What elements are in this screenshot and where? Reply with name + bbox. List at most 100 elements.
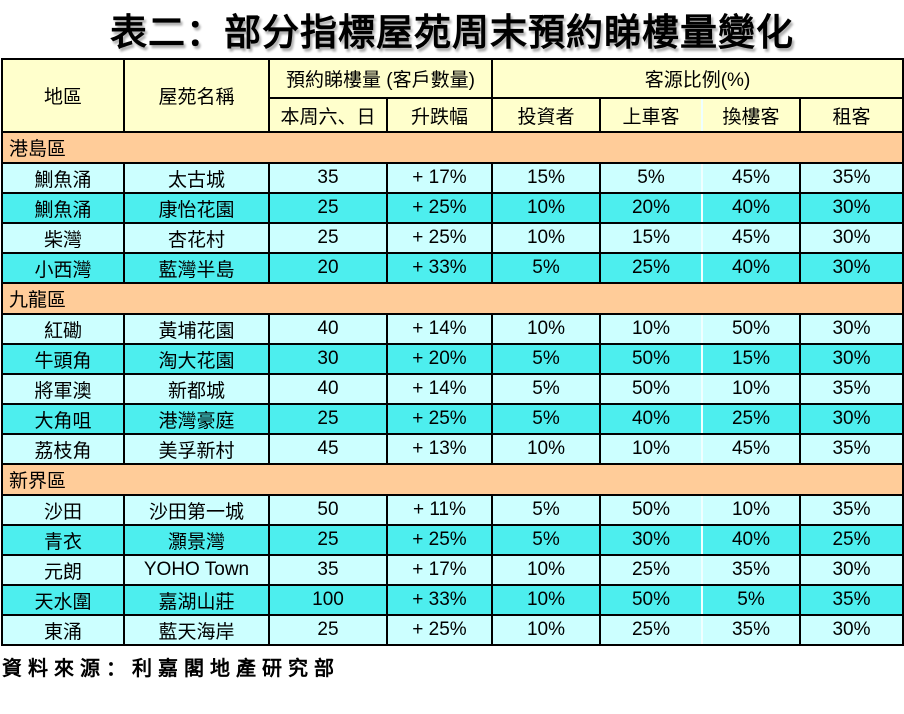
upgrader-cell: 10%	[701, 494, 801, 526]
upgrader-cell: 40%	[701, 524, 801, 556]
tenant-cell: 30%	[799, 554, 904, 586]
investor-cell: 5%	[491, 373, 601, 405]
section-row: 港島區	[1, 131, 904, 164]
investor-cell: 5%	[491, 494, 601, 526]
col-header-weekend-count: 本周六、日	[268, 97, 388, 133]
region-cell: 鰂魚涌	[1, 162, 125, 194]
region-cell: 將軍澳	[1, 373, 125, 405]
count-cell: 45	[268, 433, 388, 465]
first-time-buyer-cell: 25%	[599, 614, 703, 646]
count-cell: 30	[268, 343, 388, 375]
estate-cell: YOHO Town	[123, 554, 270, 586]
estate-cell: 太古城	[123, 162, 270, 194]
change-cell: + 14%	[386, 373, 493, 405]
upgrader-cell: 5%	[701, 584, 801, 616]
investor-cell: 10%	[491, 614, 601, 646]
investor-cell: 15%	[491, 162, 601, 194]
region-cell: 沙田	[1, 494, 125, 526]
change-cell: + 25%	[386, 192, 493, 224]
change-cell: + 11%	[386, 494, 493, 526]
region-cell: 大角咀	[1, 403, 125, 435]
first-time-buyer-cell: 10%	[599, 433, 703, 465]
tenant-cell: 30%	[799, 252, 904, 284]
region-cell: 青衣	[1, 524, 125, 556]
count-cell: 40	[268, 373, 388, 405]
estate-cell: 杏花村	[123, 222, 270, 254]
first-time-buyer-cell: 30%	[599, 524, 703, 556]
investor-cell: 10%	[491, 584, 601, 616]
tenant-cell: 30%	[799, 614, 904, 646]
tenant-cell: 35%	[799, 162, 904, 194]
tenant-cell: 30%	[799, 403, 904, 435]
table-row: 小西灣 藍灣半島 20 + 33% 5% 25% 40% 30%	[1, 252, 904, 284]
source-note: 資料來源：利嘉閣地產研究部	[2, 658, 340, 680]
investor-cell: 10%	[491, 313, 601, 345]
change-cell: + 17%	[386, 554, 493, 586]
change-cell: + 33%	[386, 252, 493, 284]
first-time-buyer-cell: 50%	[599, 494, 703, 526]
table-row: 柴灣 杏花村 25 + 25% 10% 15% 45% 30%	[1, 222, 904, 254]
tenant-cell: 35%	[799, 494, 904, 526]
table-row: 荔枝角 美孚新村 45 + 13% 10% 10% 45% 35%	[1, 433, 904, 465]
first-time-buyer-cell: 25%	[599, 252, 703, 284]
col-header-upgrader: 換樓客	[701, 97, 801, 133]
table-row: 元朗 YOHO Town 35 + 17% 10% 25% 35% 30%	[1, 554, 904, 586]
count-cell: 25	[268, 403, 388, 435]
region-cell: 元朗	[1, 554, 125, 586]
change-cell: + 14%	[386, 313, 493, 345]
table-row: 東涌 藍天海岸 25 + 25% 10% 25% 35% 30%	[1, 614, 904, 646]
investor-cell: 5%	[491, 343, 601, 375]
region-cell: 天水圍	[1, 584, 125, 616]
investor-cell: 10%	[491, 433, 601, 465]
tenant-cell: 30%	[799, 222, 904, 254]
change-cell: + 25%	[386, 403, 493, 435]
estate-cell: 藍天海岸	[123, 614, 270, 646]
estate-cell: 港灣豪庭	[123, 403, 270, 435]
page-title: 表二：部分指標屋苑周末預約睇樓量變化	[110, 12, 794, 53]
estate-cell: 美孚新村	[123, 433, 270, 465]
section-row: 新界區	[1, 463, 904, 496]
table-row: 牛頭角 淘大花園 30 + 20% 5% 50% 15% 30%	[1, 343, 904, 375]
col-group-bookings: 預約睇樓量 (客戶數量)	[268, 58, 493, 99]
region-cell: 荔枝角	[1, 433, 125, 465]
col-header-tenant: 租客	[799, 97, 904, 133]
upgrader-cell: 25%	[701, 403, 801, 435]
first-time-buyer-cell: 50%	[599, 343, 703, 375]
first-time-buyer-cell: 50%	[599, 584, 703, 616]
count-cell: 100	[268, 584, 388, 616]
change-cell: + 33%	[386, 584, 493, 616]
tenant-cell: 35%	[799, 584, 904, 616]
change-cell: + 25%	[386, 524, 493, 556]
upgrader-cell: 35%	[701, 614, 801, 646]
investor-cell: 10%	[491, 222, 601, 254]
tenant-cell: 35%	[799, 373, 904, 405]
section-header-label: 港島區	[1, 131, 904, 164]
estate-cell: 黃埔花園	[123, 313, 270, 345]
change-cell: + 13%	[386, 433, 493, 465]
count-cell: 35	[268, 162, 388, 194]
upgrader-cell: 10%	[701, 373, 801, 405]
estate-cell: 康怡花園	[123, 192, 270, 224]
change-cell: + 25%	[386, 614, 493, 646]
first-time-buyer-cell: 25%	[599, 554, 703, 586]
estate-cell: 灝景灣	[123, 524, 270, 556]
upgrader-cell: 45%	[701, 222, 801, 254]
region-cell: 鰂魚涌	[1, 192, 125, 224]
upgrader-cell: 40%	[701, 192, 801, 224]
first-time-buyer-cell: 50%	[599, 373, 703, 405]
upgrader-cell: 35%	[701, 554, 801, 586]
investor-cell: 5%	[491, 252, 601, 284]
upgrader-cell: 45%	[701, 433, 801, 465]
col-group-source: 客源比例(%)	[491, 58, 904, 99]
count-cell: 40	[268, 313, 388, 345]
count-cell: 25	[268, 524, 388, 556]
change-cell: + 25%	[386, 222, 493, 254]
section-row: 九龍區	[1, 282, 904, 315]
count-cell: 25	[268, 222, 388, 254]
region-cell: 紅磡	[1, 313, 125, 345]
table-row: 大角咀 港灣豪庭 25 + 25% 5% 40% 25% 30%	[1, 403, 904, 435]
estate-cell: 淘大花園	[123, 343, 270, 375]
first-time-buyer-cell: 15%	[599, 222, 703, 254]
change-cell: + 20%	[386, 343, 493, 375]
table-row: 沙田 沙田第一城 50 + 11% 5% 50% 10% 35%	[1, 494, 904, 526]
